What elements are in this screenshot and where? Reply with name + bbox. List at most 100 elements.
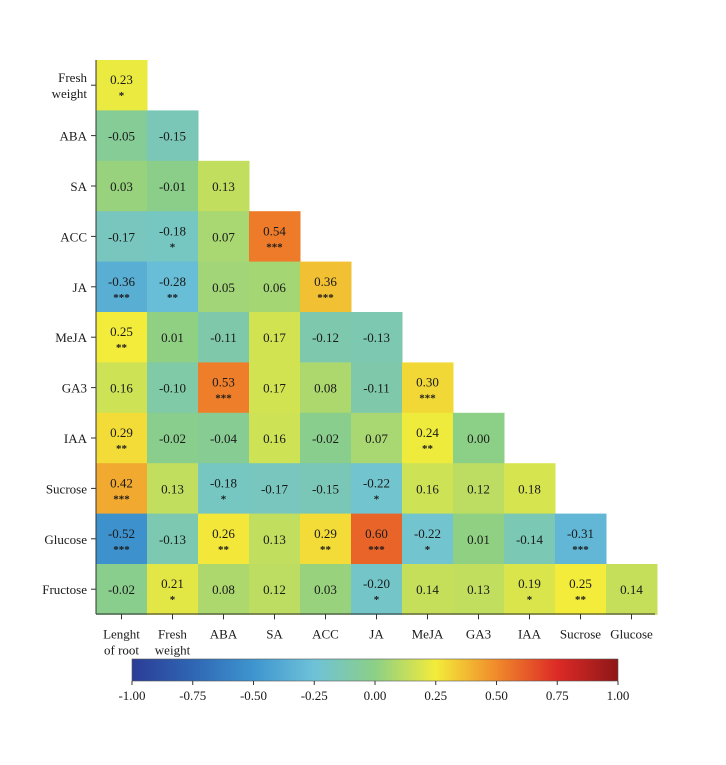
heatmap-cell: -0.22 * — [402, 513, 454, 565]
y-tick-label: ABA — [60, 129, 88, 144]
heatmap-cell: 0.29 ** — [300, 513, 352, 565]
cell-rect — [147, 110, 199, 162]
heatmap-cell: -0.13 — [147, 513, 199, 565]
cell-value: -0.18 — [159, 223, 186, 238]
heatmap-cell: -0.20 * — [351, 564, 403, 615]
x-tick-label: GA3 — [466, 626, 491, 641]
cell-value: -0.17 — [108, 229, 136, 244]
colorbar-tick-label: -0.75 — [179, 688, 206, 703]
cell-significance: ** — [575, 594, 587, 606]
heatmap-cell: -0.02 — [300, 412, 352, 464]
heatmap-cell: 0.23 * — [96, 60, 148, 111]
colorbar-tick-label: 0.50 — [485, 688, 508, 703]
cell-significance: * — [425, 544, 431, 556]
cell-significance: *** — [113, 493, 130, 505]
cell-rect — [147, 362, 199, 414]
cell-value: 0.14 — [620, 582, 643, 597]
x-tick-label: JA — [369, 626, 384, 641]
colorbar-tick-label: 1.00 — [607, 688, 630, 703]
colorbar-tick-label: -1.00 — [118, 688, 145, 703]
x-tick-label: Fresh — [158, 626, 187, 641]
cell-rect — [147, 312, 199, 363]
cell-value: 0.42 — [110, 475, 133, 490]
heatmap-cell: -0.11 — [198, 312, 250, 363]
heatmap-cell: 0.24 ** — [402, 412, 454, 464]
colorbar-tick-label: -0.25 — [301, 688, 328, 703]
cell-value: 0.03 — [110, 179, 133, 194]
cell-value: -0.04 — [210, 431, 238, 446]
cell-rect — [198, 412, 250, 464]
cell-value: 0.00 — [467, 431, 490, 446]
y-tick-label: Fresh — [58, 70, 87, 85]
axis-ticks: FreshweightABASAACCJAMeJAGA3IAASucroseGl… — [42, 70, 653, 657]
cell-rect — [96, 110, 148, 162]
cell-value: 0.54 — [263, 223, 286, 238]
heatmap-cell: -0.11 — [351, 362, 403, 414]
cell-rect — [198, 463, 250, 515]
colorbar-tick-label: 0.75 — [546, 688, 569, 703]
heatmap-cell: -0.15 — [147, 110, 199, 162]
cell-value: -0.31 — [567, 526, 594, 541]
cell-value: 0.16 — [416, 481, 439, 496]
heatmap-cell: -0.17 — [249, 463, 301, 515]
heatmap-cell: 0.08 — [300, 362, 352, 414]
cell-rect — [504, 564, 556, 615]
y-tick-label: IAA — [64, 431, 88, 446]
cell-significance: *** — [368, 544, 385, 556]
cell-value: -0.17 — [261, 481, 289, 496]
cell-value: -0.36 — [108, 274, 136, 289]
cell-significance: ** — [167, 292, 179, 304]
heatmap-cell: -0.10 — [147, 362, 199, 414]
heatmap-cell: -0.12 — [300, 312, 352, 363]
x-tick-label: Glucose — [610, 626, 653, 641]
cell-significance: * — [221, 493, 227, 505]
heatmap-cell: 0.16 — [402, 463, 454, 515]
heatmap-cell: -0.36 *** — [96, 261, 148, 313]
heatmap-cell: 0.54 *** — [249, 211, 301, 263]
x-tick-label: weight — [155, 642, 191, 657]
cell-significance: * — [527, 594, 533, 606]
heatmap-cell: 0.16 — [249, 412, 301, 464]
cell-value: 0.14 — [416, 582, 439, 597]
cell-rect — [300, 412, 352, 464]
cell-rect — [351, 362, 403, 414]
heatmap-cell: -0.17 — [96, 211, 148, 263]
heatmap-cell: 0.13 — [198, 160, 250, 212]
heatmap-cell: -0.18 * — [198, 463, 250, 515]
heatmap-cell: -0.52 *** — [96, 513, 148, 565]
x-tick-label: Sucrose — [560, 626, 601, 641]
x-tick-label: IAA — [518, 626, 542, 641]
heatmap-cell: -0.02 — [147, 412, 199, 464]
cell-value: -0.20 — [363, 576, 390, 591]
cell-value: -0.15 — [312, 481, 339, 496]
cell-significance: * — [170, 594, 176, 606]
cell-value: 0.60 — [365, 526, 388, 541]
cell-rect — [300, 463, 352, 515]
cell-significance: *** — [113, 544, 130, 556]
cell-value: 0.13 — [212, 179, 235, 194]
cell-value: -0.11 — [210, 330, 237, 345]
cell-rect — [198, 513, 250, 565]
cell-rect — [351, 564, 403, 615]
cell-rect — [249, 412, 301, 464]
cell-value: 0.08 — [212, 582, 235, 597]
colorbar-tick-label: 0.00 — [364, 688, 387, 703]
cell-value: 0.25 — [569, 576, 592, 591]
cell-rect — [453, 412, 505, 464]
cell-value: 0.36 — [314, 274, 337, 289]
cell-significance: * — [374, 594, 380, 606]
cell-value: 0.19 — [518, 576, 541, 591]
heatmap-cell: 0.01 — [147, 312, 199, 363]
y-tick-label: MeJA — [55, 330, 87, 345]
cell-significance: *** — [215, 393, 232, 405]
heatmap-cell: 0.00 — [453, 412, 505, 464]
cell-rect — [402, 412, 454, 464]
heatmap-cell: -0.15 — [300, 463, 352, 515]
cell-significance: ** — [116, 342, 128, 354]
cell-value: 0.24 — [416, 425, 439, 440]
cell-rect — [198, 362, 250, 414]
cell-rect — [300, 513, 352, 565]
cell-value: -0.11 — [363, 381, 390, 396]
heatmap-cell: -0.04 — [198, 412, 250, 464]
cell-value: -0.22 — [363, 475, 390, 490]
